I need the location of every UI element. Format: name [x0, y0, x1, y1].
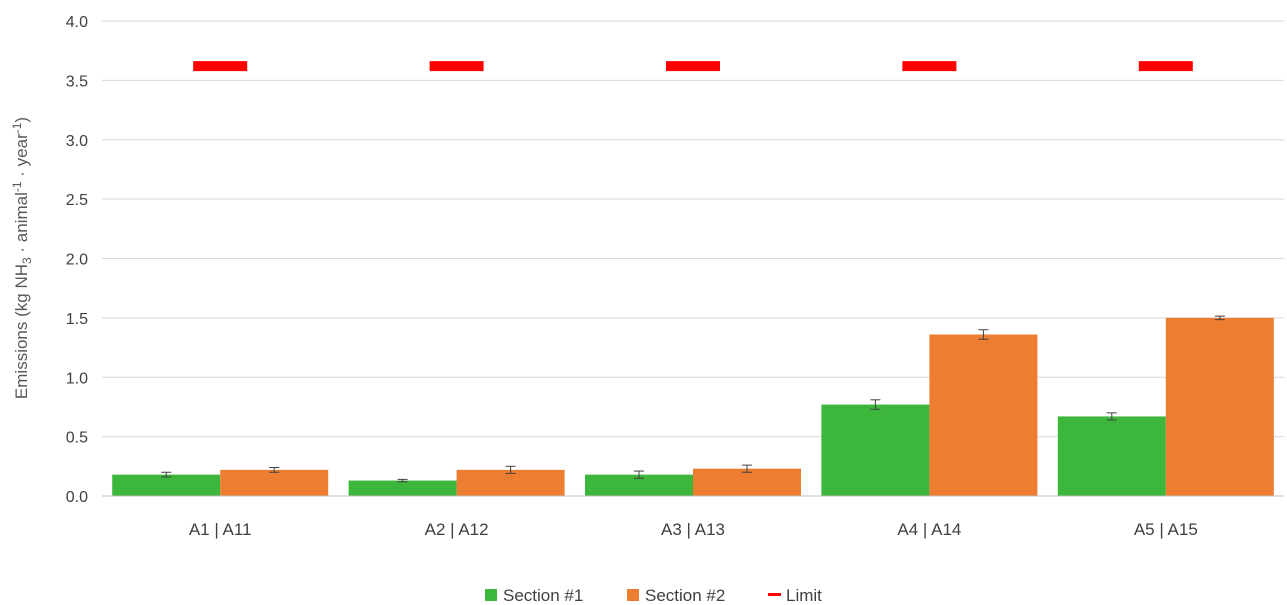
bar-section-1-3	[585, 474, 693, 496]
y-tick-label: 0.0	[66, 489, 88, 506]
y-label-superscript: -1	[10, 181, 24, 192]
limit-markers	[193, 61, 1193, 72]
legend-label: Section #2	[645, 586, 725, 605]
x-tick-label: A4 | A14	[897, 520, 961, 539]
bar-section-1-2	[348, 480, 457, 496]
y-tick-label: 4.0	[66, 14, 88, 31]
legend-item-2: Section #2	[627, 586, 725, 605]
bar-section-2-3	[693, 468, 801, 496]
y-label-text: Emissions (kg NH	[12, 264, 31, 399]
gridlines	[102, 20, 1284, 438]
bar-section-1-5	[1057, 416, 1166, 496]
legend-item-3: Limit	[768, 586, 822, 605]
legend-label: Limit	[786, 586, 822, 605]
legend: Section #1 Section #2 Limit	[485, 586, 822, 605]
y-axis-label: Emissions (kg NH3 · animal-1 · year-1)	[10, 117, 34, 399]
limit-marker-4	[902, 61, 957, 72]
error-bars	[161, 315, 1225, 483]
y-tick-label: 2.5	[66, 192, 88, 209]
y-label-text: · year	[12, 133, 31, 182]
x-axis-ticks: A1 | A11 A2 | A12 A3 | A13 A4 | A14 A5 | A15	[189, 520, 1198, 539]
y-label-text: · animal	[12, 192, 31, 257]
bar-section-2-1	[220, 469, 329, 496]
legend-item-1: Section #1	[485, 586, 583, 605]
bar-section-2-4	[929, 334, 1038, 496]
bar-section-1-4	[821, 404, 930, 496]
x-tick-label: A5 | A15	[1134, 520, 1198, 539]
y-tick-label: 1.5	[66, 311, 88, 328]
bars	[112, 317, 1274, 496]
limit-marker-5	[1138, 61, 1193, 72]
y-label-text: )	[12, 117, 31, 123]
y-label-subscript: 3	[20, 257, 34, 264]
legend-swatch	[768, 593, 781, 596]
legend-swatch	[627, 589, 639, 601]
y-axis-ticks: 0.0 0.5 1.0 1.5 2.0 2.5 3.0 3.5 4.0	[66, 14, 88, 506]
bar-section-2-5	[1165, 317, 1274, 496]
bar-section-2-2	[456, 469, 565, 496]
bar-section-1-1	[112, 474, 221, 496]
legend-label: Section #1	[503, 586, 583, 605]
y-tick-label: 2.0	[66, 252, 88, 269]
x-tick-label: A3 | A13	[661, 520, 725, 539]
limit-marker-1	[193, 61, 248, 72]
limit-marker-2	[429, 61, 484, 72]
y-tick-label: 0.5	[66, 430, 88, 447]
x-tick-label: A2 | A12	[425, 520, 489, 539]
y-tick-label: 3.0	[66, 133, 88, 150]
y-tick-label: 1.0	[66, 370, 88, 387]
legend-swatch	[485, 589, 497, 601]
y-tick-label: 3.5	[66, 73, 88, 90]
x-tick-label: A1 | A11	[189, 520, 252, 539]
y-label-superscript: -1	[10, 122, 24, 133]
limit-marker-3	[666, 61, 720, 72]
